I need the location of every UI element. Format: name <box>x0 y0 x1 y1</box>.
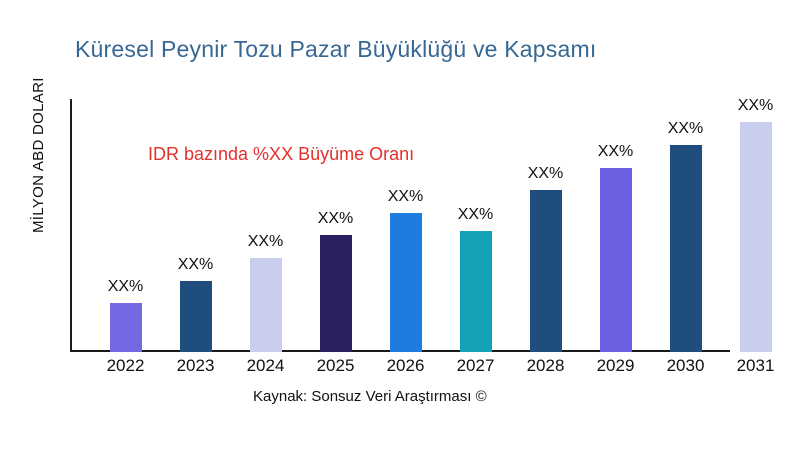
bar-value-label-2029: XX% <box>597 143 634 160</box>
x-tick-label-2028: 2028 <box>526 356 565 375</box>
bar-value-label-2031: XX% <box>737 97 774 114</box>
x-tick-label-2030: 2030 <box>666 356 705 375</box>
chart-title: Küresel Peynir Tozu Pazar Büyüklüğü ve K… <box>75 36 597 62</box>
x-tick-label-2027: 2027 <box>456 356 495 375</box>
bar-2025 <box>319 235 352 352</box>
x-tick-label-2023: 2023 <box>176 356 215 375</box>
bar-value-label-2030: XX% <box>667 120 704 137</box>
source-note: Kaynak: Sonsuz Veri Araştırması © <box>253 388 487 405</box>
x-tick-label-2029: 2029 <box>596 356 635 375</box>
bar-value-label-2025: XX% <box>317 210 354 227</box>
growth-rate-annotation: IDR bazında %XX Büyüme Oranı <box>148 144 415 164</box>
y-axis-label: MİLYON ABD DOLARI <box>30 77 47 233</box>
bar-2022 <box>109 303 142 352</box>
y-axis-line <box>70 99 72 352</box>
bar-2029 <box>599 168 632 352</box>
bar-value-label-2022: XX% <box>107 278 144 295</box>
bar-value-label-2027: XX% <box>457 206 494 223</box>
bar-2024 <box>249 258 282 352</box>
bar-value-label-2028: XX% <box>527 165 564 182</box>
bar-value-label-2026: XX% <box>387 188 424 205</box>
x-tick-label-2024: 2024 <box>246 356 285 375</box>
bar-2027 <box>459 231 492 352</box>
bar-2023 <box>179 281 212 352</box>
bar-2031 <box>739 122 772 352</box>
bar-value-label-2024: XX% <box>247 233 284 250</box>
x-tick-label-2022: 2022 <box>106 356 145 375</box>
bar-2026 <box>389 213 422 352</box>
x-tick-label-2025: 2025 <box>316 356 355 375</box>
bar-value-label-2023: XX% <box>177 256 214 273</box>
x-tick-label-2026: 2026 <box>386 356 425 375</box>
bar-2028 <box>529 190 562 352</box>
x-tick-label-2031: 2031 <box>736 356 775 375</box>
bar-2030 <box>669 145 702 352</box>
